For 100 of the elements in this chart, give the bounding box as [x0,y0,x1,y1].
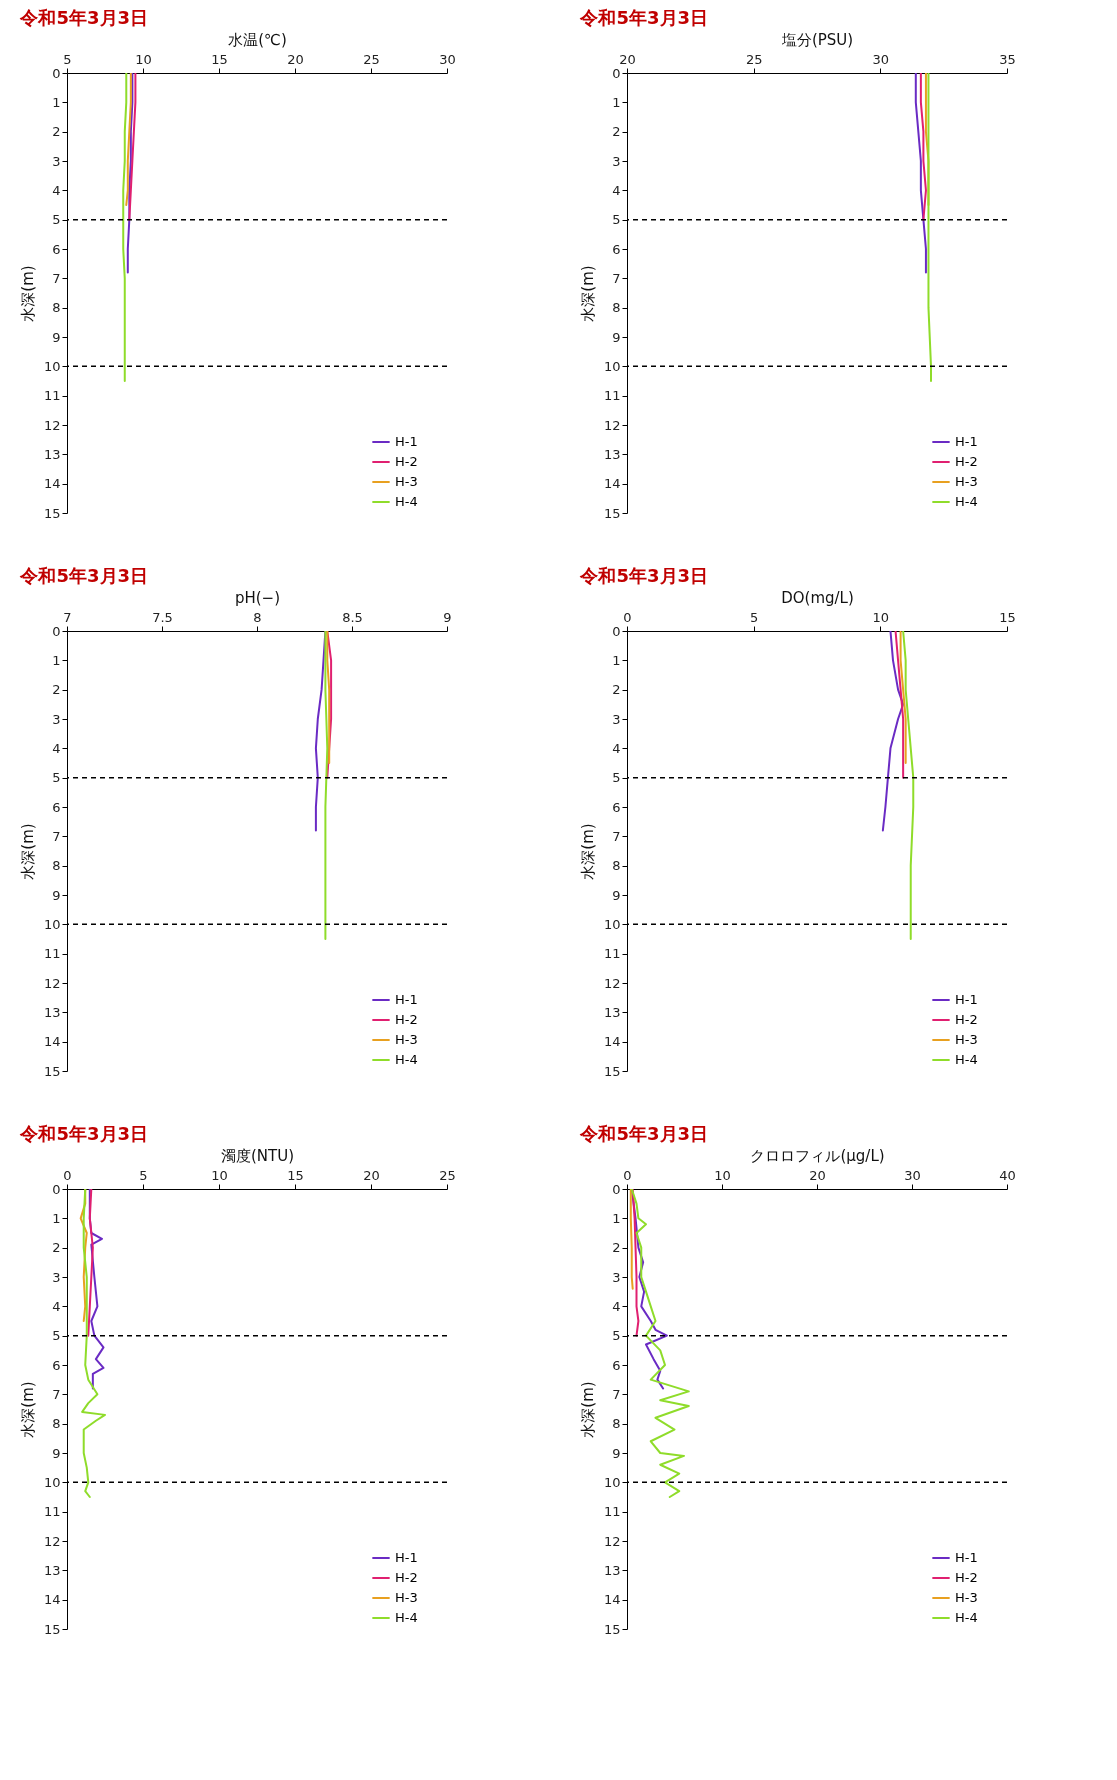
y-tick-label: 12 [43,1533,61,1549]
y-tick-label: 9 [612,887,621,903]
line-series [630,1189,690,1498]
y-tick-label: 0 [52,65,61,81]
y-tick-label: 5 [612,770,621,786]
line-series [631,1189,640,1337]
y-tick-label: 9 [612,329,621,345]
chart-title: 令和5年3月3日 [19,1123,149,1144]
chart-title: 令和5年3月3日 [579,1123,709,1144]
y-tick-label: 9 [52,887,61,903]
x-tick-label: 20 [363,1167,380,1183]
y-tick-label: 4 [612,182,621,198]
y-tick-label: 8 [52,1416,61,1432]
y-tick-label: 11 [43,946,61,962]
y-axis-title: 水深(m) [18,1381,37,1438]
legend-label: H-4 [955,1052,978,1067]
y-tick-label: 13 [43,446,61,462]
y-tick-label: 8 [612,300,621,316]
line-series [122,73,128,382]
y-tick-label: 10 [603,358,621,374]
x-tick-label: 30 [904,1167,921,1183]
y-tick-label: 12 [603,417,621,433]
x-tick-label: 25 [439,1167,456,1183]
y-tick-label: 3 [612,153,621,169]
y-tick-label: 8 [52,858,61,874]
x-tick-label: 20 [809,1167,826,1183]
y-tick-label: 2 [52,1240,61,1256]
y-tick-label: 10 [603,1474,621,1490]
line-series [902,631,915,940]
y-axis-title: 水深(m) [18,823,37,880]
y-tick-label: 12 [603,1533,621,1549]
line-series [88,1189,105,1390]
y-tick-label: 6 [612,1357,621,1373]
legend-label: H-4 [955,494,978,509]
y-tick-label: 10 [43,1474,61,1490]
y-tick-label: 6 [52,799,61,815]
x-axis-title: 塩分(PSU) [780,30,854,49]
legend-label: H-3 [955,1032,978,1047]
line-series [629,1189,634,1290]
y-tick-label: 13 [603,446,621,462]
y-tick-label: 11 [603,388,621,404]
chart-title: 令和5年3月3日 [579,7,709,28]
y-tick-label: 6 [52,1357,61,1373]
x-tick-label: 40 [999,1167,1016,1183]
x-tick-label: 0 [623,1167,632,1183]
y-tick-label: 4 [612,1298,621,1314]
y-tick-label: 7 [612,1386,621,1402]
x-tick-label: 7.5 [152,609,173,625]
y-tick-label: 14 [603,1592,621,1608]
x-tick-label: 5 [139,1167,148,1183]
y-tick-label: 4 [52,1298,61,1314]
x-axis-title: pH(−) [234,588,281,607]
y-tick-label: 15 [43,1063,61,1079]
y-tick-label: 0 [52,1181,61,1197]
legend-label: H-1 [955,992,978,1007]
legend-label: H-3 [395,1590,418,1605]
y-tick-label: 14 [43,1592,61,1608]
y-tick-label: 1 [612,652,621,668]
y-tick-label: 3 [52,711,61,727]
y-tick-label: 7 [52,1386,61,1402]
legend-label: H-3 [395,1032,418,1047]
y-tick-label: 11 [43,1504,61,1520]
y-tick-label: 11 [43,388,61,404]
y-tick-label: 10 [603,916,621,932]
line-series [126,73,134,274]
y-tick-label: 13 [43,1004,61,1020]
y-tick-label: 7 [612,828,621,844]
y-tick-label: 4 [52,740,61,756]
line-series [914,73,927,274]
legend-label: H-3 [395,474,418,489]
y-tick-label: 1 [612,94,621,110]
chart-title: 令和5年3月3日 [19,7,149,28]
legend-label: H-2 [395,454,418,469]
line-series [927,73,932,382]
legend-label: H-4 [395,1610,418,1625]
line-series [894,631,905,779]
legend-label: H-4 [395,1052,418,1067]
y-tick-label: 9 [52,1445,61,1461]
legend-label: H-4 [395,494,418,509]
x-tick-label: 10 [211,1167,228,1183]
y-tick-label: 2 [52,682,61,698]
legend-label: H-4 [955,1610,978,1625]
x-tick-label: 10 [714,1167,731,1183]
y-tick-label: 0 [612,623,621,639]
y-tick-label: 2 [612,682,621,698]
y-tick-label: 8 [612,858,621,874]
x-tick-label: 25 [745,51,763,67]
line-series [128,73,137,221]
y-axis-title: 水深(m) [18,265,37,322]
y-tick-label: 14 [603,476,621,492]
y-tick-label: 8 [612,1416,621,1432]
x-axis-title: DO(mg/L) [781,588,854,607]
legend-label: H-2 [395,1570,418,1585]
y-tick-label: 5 [612,212,621,228]
y-tick-label: 0 [612,1181,621,1197]
y-tick-label: 15 [603,1063,621,1079]
y-tick-label: 12 [43,417,61,433]
y-tick-label: 1 [612,1210,621,1226]
y-tick-label: 1 [52,1210,61,1226]
y-tick-label: 10 [43,916,61,932]
